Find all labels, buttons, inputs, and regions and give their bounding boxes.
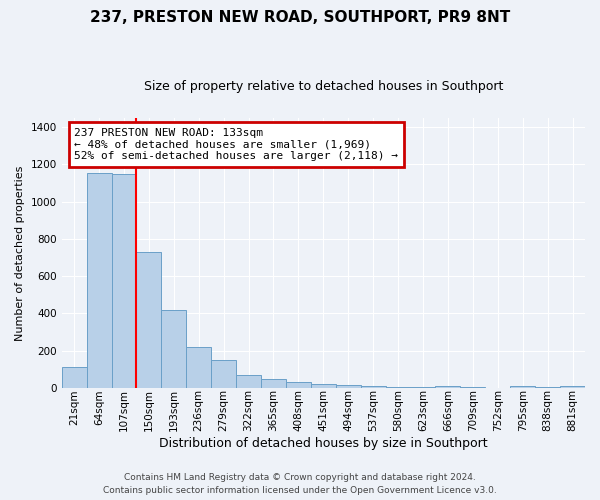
Bar xyxy=(186,347,211,388)
Bar xyxy=(460,387,485,388)
Bar xyxy=(286,382,311,388)
Bar xyxy=(211,360,236,388)
Text: 237 PRESTON NEW ROAD: 133sqm
← 48% of detached houses are smaller (1,969)
52% of: 237 PRESTON NEW ROAD: 133sqm ← 48% of de… xyxy=(74,128,398,161)
Text: Contains HM Land Registry data © Crown copyright and database right 2024.
Contai: Contains HM Land Registry data © Crown c… xyxy=(103,474,497,495)
Bar xyxy=(410,387,436,388)
Bar xyxy=(336,385,361,388)
Bar xyxy=(261,378,286,388)
Bar xyxy=(136,252,161,388)
Bar xyxy=(86,172,112,388)
Bar xyxy=(236,375,261,388)
Bar xyxy=(361,386,386,388)
Bar xyxy=(535,387,560,388)
Bar xyxy=(436,386,460,388)
Bar xyxy=(560,386,585,388)
Title: Size of property relative to detached houses in Southport: Size of property relative to detached ho… xyxy=(143,80,503,93)
X-axis label: Distribution of detached houses by size in Southport: Distribution of detached houses by size … xyxy=(159,437,488,450)
Bar xyxy=(161,310,186,388)
Text: 237, PRESTON NEW ROAD, SOUTHPORT, PR9 8NT: 237, PRESTON NEW ROAD, SOUTHPORT, PR9 8N… xyxy=(90,10,510,25)
Y-axis label: Number of detached properties: Number of detached properties xyxy=(15,165,25,340)
Bar xyxy=(510,386,535,388)
Bar xyxy=(112,174,136,388)
Bar xyxy=(62,368,86,388)
Bar xyxy=(386,387,410,388)
Bar xyxy=(311,384,336,388)
